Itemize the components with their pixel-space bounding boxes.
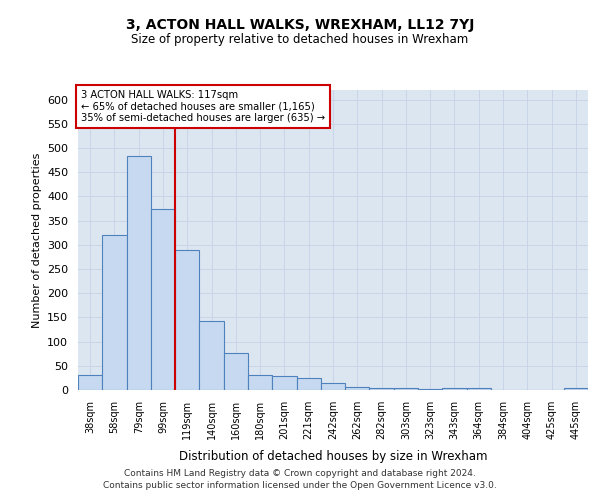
Bar: [442, 388, 467, 390]
X-axis label: Distribution of detached houses by size in Wrexham: Distribution of detached houses by size …: [179, 450, 487, 463]
Y-axis label: Number of detached properties: Number of detached properties: [32, 152, 41, 328]
Bar: [175, 250, 199, 390]
Text: Size of property relative to detached houses in Wrexham: Size of property relative to detached ho…: [131, 32, 469, 46]
Bar: [345, 386, 370, 390]
Bar: [418, 388, 442, 390]
Bar: [224, 353, 248, 390]
Bar: [151, 208, 175, 390]
Bar: [296, 378, 321, 390]
Text: 3 ACTON HALL WALKS: 117sqm
← 65% of detached houses are smaller (1,165)
35% of s: 3 ACTON HALL WALKS: 117sqm ← 65% of deta…: [80, 90, 325, 123]
Bar: [248, 374, 272, 390]
Text: Contains public sector information licensed under the Open Government Licence v3: Contains public sector information licen…: [103, 481, 497, 490]
Bar: [467, 388, 491, 390]
Bar: [394, 388, 418, 390]
Bar: [564, 388, 588, 390]
Bar: [370, 388, 394, 390]
Text: 3, ACTON HALL WALKS, WREXHAM, LL12 7YJ: 3, ACTON HALL WALKS, WREXHAM, LL12 7YJ: [126, 18, 474, 32]
Bar: [321, 382, 345, 390]
Bar: [199, 321, 224, 390]
Bar: [78, 376, 102, 390]
Bar: [272, 376, 296, 390]
Text: Contains HM Land Registry data © Crown copyright and database right 2024.: Contains HM Land Registry data © Crown c…: [124, 468, 476, 477]
Bar: [102, 235, 127, 390]
Bar: [127, 156, 151, 390]
